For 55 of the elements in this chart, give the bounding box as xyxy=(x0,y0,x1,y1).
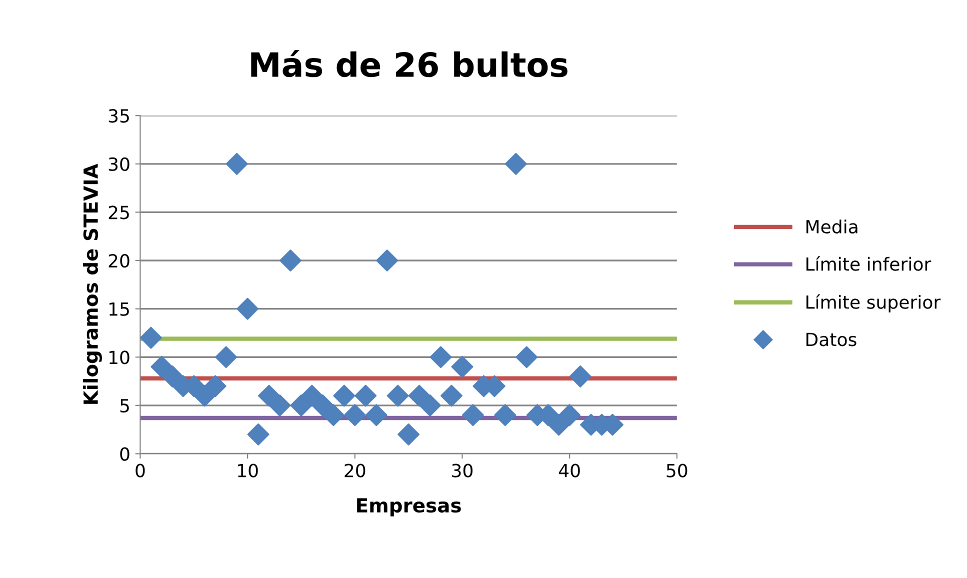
point xyxy=(150,356,173,378)
x-tick-label: 30 xyxy=(452,464,473,478)
point xyxy=(462,404,484,426)
point xyxy=(376,250,398,272)
point xyxy=(494,404,516,426)
y-tick-label: 0 xyxy=(120,447,130,461)
point xyxy=(322,404,344,426)
legend-label: Media xyxy=(806,220,858,234)
point xyxy=(215,346,238,368)
point xyxy=(194,384,216,407)
x-axis-title: Empresas xyxy=(357,498,461,516)
point xyxy=(268,394,291,416)
chart-title: Más de 26 bultos xyxy=(251,50,568,78)
point xyxy=(204,375,226,398)
point xyxy=(548,414,570,436)
y-tick-label: 30 xyxy=(108,157,130,172)
point xyxy=(354,384,377,407)
point xyxy=(386,384,409,407)
point xyxy=(408,384,430,407)
x-tick-label: 40 xyxy=(558,464,580,478)
legend-label: Límite superior xyxy=(806,294,941,312)
point xyxy=(504,152,527,175)
point xyxy=(516,346,538,368)
point xyxy=(279,250,302,272)
point xyxy=(558,404,581,426)
point xyxy=(226,152,248,175)
point xyxy=(344,404,366,426)
point xyxy=(312,394,334,416)
y-tick-label: 25 xyxy=(108,206,129,220)
point xyxy=(236,298,259,320)
legend-label: Límite inferior xyxy=(806,256,932,271)
point xyxy=(419,394,442,416)
y-tick-label: 10 xyxy=(110,350,130,364)
y-tick-label: 20 xyxy=(108,254,130,268)
y-tick-label: 15 xyxy=(110,302,129,316)
y-tick-label: 5 xyxy=(120,399,129,413)
y-tick-label: 35 xyxy=(108,109,129,123)
legend-label: Datos xyxy=(806,332,856,346)
point xyxy=(333,384,356,407)
point xyxy=(398,423,420,446)
point xyxy=(300,384,323,407)
point xyxy=(440,384,462,407)
point xyxy=(140,326,162,349)
point xyxy=(258,384,280,407)
point xyxy=(247,423,270,446)
x-tick-label: 20 xyxy=(344,464,366,478)
x-tick-label: 0 xyxy=(136,464,145,478)
x-tick-label: 50 xyxy=(666,464,688,478)
point xyxy=(430,346,452,368)
y-axis-title: Kilogramos de STEVIA xyxy=(82,164,102,404)
point xyxy=(161,365,184,388)
point xyxy=(451,356,474,378)
point xyxy=(365,404,388,426)
point xyxy=(569,365,592,388)
x-tick-label: 10 xyxy=(238,464,258,478)
